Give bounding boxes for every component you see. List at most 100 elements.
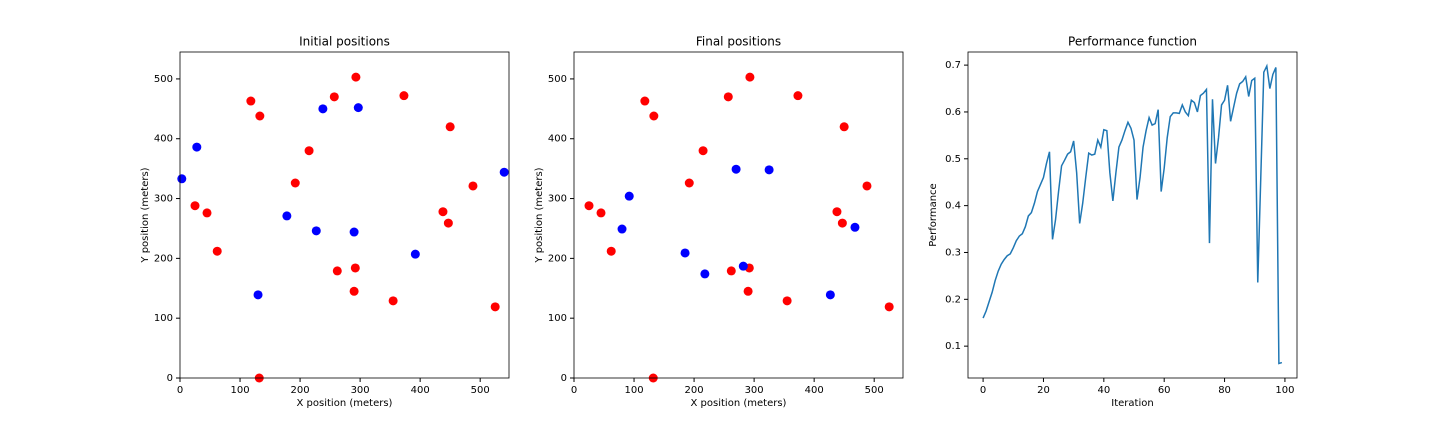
axes-frame <box>573 51 904 379</box>
point <box>212 246 222 256</box>
point <box>698 146 708 156</box>
point <box>624 191 634 201</box>
y-tick-label: 400 <box>154 134 173 145</box>
x-tick-label: 100 <box>1275 385 1294 396</box>
y-tick-label: 0.3 <box>945 247 961 258</box>
y-tick-label: 200 <box>548 253 567 264</box>
point <box>255 111 265 121</box>
point <box>884 302 894 312</box>
y-axis-label: Y position (meters) <box>534 167 545 263</box>
y-axis-label: Performance <box>928 183 939 246</box>
point <box>700 269 710 279</box>
point <box>311 226 321 236</box>
point <box>282 211 292 221</box>
point <box>723 92 733 102</box>
point <box>246 96 256 106</box>
line <box>982 63 1283 365</box>
y-tick-label: 300 <box>548 194 567 205</box>
x-tick-label: 300 <box>351 385 370 396</box>
point <box>329 92 339 102</box>
point <box>606 246 616 256</box>
point <box>825 290 835 300</box>
point <box>499 167 509 177</box>
point <box>304 146 314 156</box>
x-tick-label: 40 <box>1097 385 1110 396</box>
x-tick-label: 0 <box>177 385 183 396</box>
y-tick-label: 0 <box>167 373 173 384</box>
point <box>399 91 409 101</box>
point <box>832 207 842 217</box>
point <box>745 72 755 82</box>
x-tick-label: 300 <box>745 385 764 396</box>
point <box>731 164 741 174</box>
point <box>680 248 690 258</box>
point <box>468 181 478 191</box>
y-tick-label: 0.5 <box>945 154 961 165</box>
point <box>290 178 300 188</box>
x-tick-label: 400 <box>805 385 824 396</box>
chart-title: Initial positions <box>299 35 390 49</box>
point <box>253 290 263 300</box>
point <box>332 266 342 276</box>
point <box>349 227 359 237</box>
y-tick-label: 0.2 <box>945 294 961 305</box>
x-tick-label: 100 <box>624 385 643 396</box>
point <box>837 218 847 228</box>
point <box>743 286 753 296</box>
x-tick-label: 20 <box>1037 385 1050 396</box>
point <box>318 104 328 114</box>
axes-frame <box>967 51 1298 379</box>
y-tick-label: 0.7 <box>945 60 961 71</box>
point <box>738 261 748 271</box>
y-axis-label: Y position (meters) <box>140 167 151 263</box>
y-tick-label: 0.6 <box>945 107 961 118</box>
point <box>764 165 774 175</box>
y-tick-label: 400 <box>548 134 567 145</box>
point <box>353 103 363 113</box>
point <box>850 222 860 232</box>
point <box>596 208 606 218</box>
x-tick-label: 400 <box>411 385 430 396</box>
point <box>793 91 803 101</box>
x-axis-label: X position (meters) <box>297 398 393 409</box>
y-tick-label: 0 <box>561 373 567 384</box>
point <box>782 296 792 306</box>
x-axis-label: Iteration <box>1111 398 1153 409</box>
chart-title: Final positions <box>696 35 781 49</box>
chart-title: Performance function <box>1068 35 1197 49</box>
x-tick-label: 200 <box>291 385 310 396</box>
y-tick-label: 100 <box>154 313 173 324</box>
x-axis-label: X position (meters) <box>691 398 787 409</box>
point <box>388 296 398 306</box>
point <box>617 224 627 234</box>
point <box>202 208 212 218</box>
point <box>684 178 694 188</box>
y-tick-label: 500 <box>154 74 173 85</box>
point <box>443 218 453 228</box>
x-tick-label: 500 <box>471 385 490 396</box>
x-tick-label: 200 <box>685 385 704 396</box>
y-tick-label: 0.4 <box>945 201 961 212</box>
point <box>445 122 455 132</box>
x-tick-label: 100 <box>230 385 249 396</box>
x-tick-label: 0 <box>571 385 577 396</box>
point <box>584 201 594 211</box>
y-tick-label: 300 <box>154 194 173 205</box>
point <box>410 249 420 259</box>
axes-frame <box>179 51 510 379</box>
point <box>351 72 361 82</box>
point <box>190 201 200 211</box>
point <box>839 122 849 132</box>
point <box>640 96 650 106</box>
y-tick-label: 0.1 <box>945 341 961 352</box>
point <box>349 286 359 296</box>
point <box>726 266 736 276</box>
y-tick-label: 100 <box>548 313 567 324</box>
point <box>192 142 202 152</box>
y-tick-label: 500 <box>548 74 567 85</box>
point <box>649 111 659 121</box>
x-tick-label: 80 <box>1218 385 1231 396</box>
point <box>438 207 448 217</box>
